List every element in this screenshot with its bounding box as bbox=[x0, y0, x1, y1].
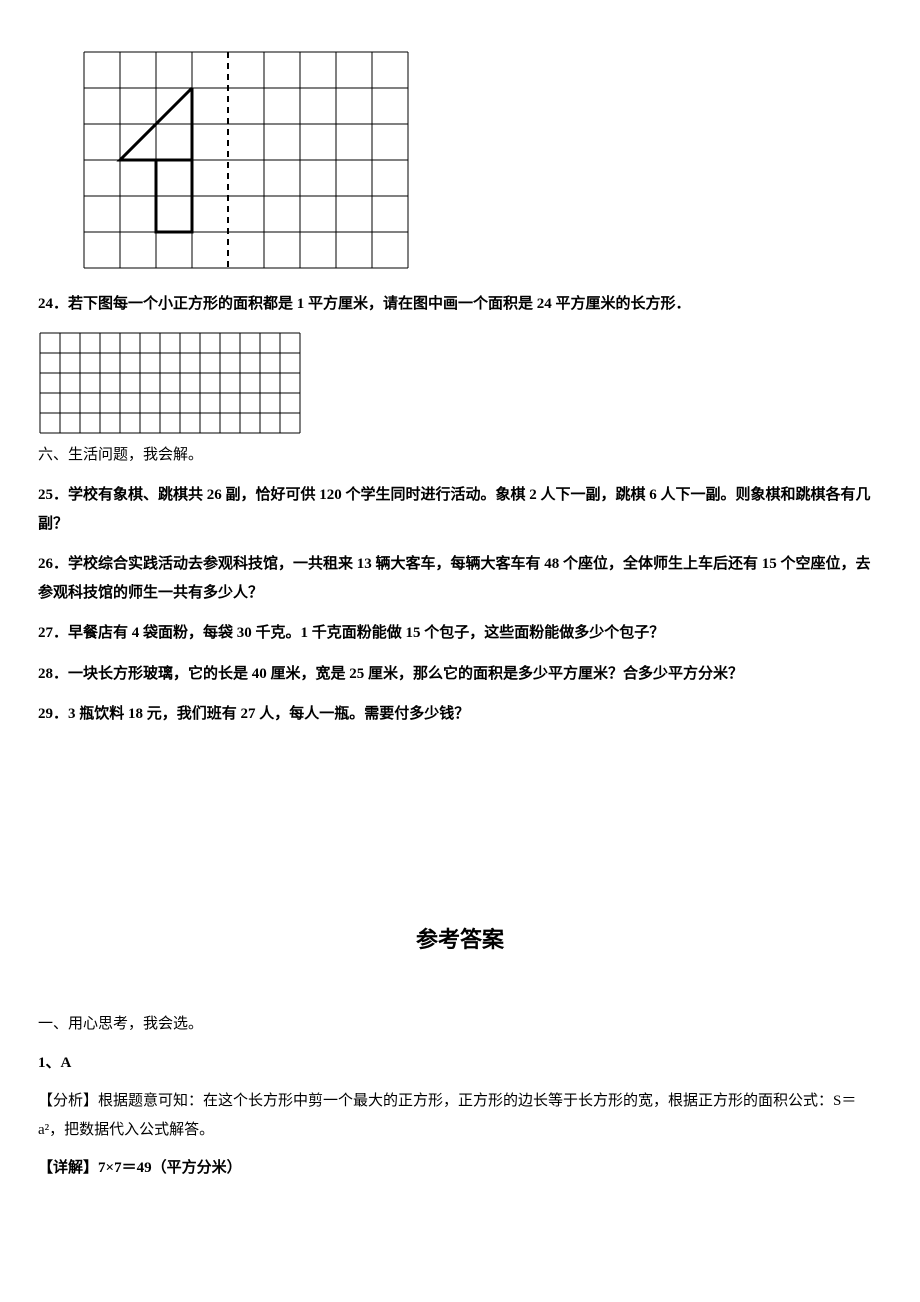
detail-label: 【详解】 bbox=[38, 1160, 98, 1176]
grid-svg-1 bbox=[82, 50, 410, 270]
question-27: 27．早餐店有 4 袋面粉，每袋 30 千克。1 千克面粉能做 15 个包子，这… bbox=[38, 619, 882, 648]
question-29: 29．3 瓶饮料 18 元，我们班有 27 人，每人一瓶。需要付多少钱？ bbox=[38, 700, 882, 729]
answer-section-1-heading: 一、用心思考，我会选。 bbox=[38, 1010, 882, 1039]
question-28: 28．一块长方形玻璃，它的长是 40 厘米，宽是 25 厘米，那么它的面积是多少… bbox=[38, 660, 882, 689]
analysis-text: 根据题意可知：在这个长方形中剪一个最大的正方形，正方形的边长等于长方形的宽，根据… bbox=[38, 1093, 856, 1138]
section-6-heading: 六、生活问题，我会解。 bbox=[38, 441, 882, 470]
grid-figure-1 bbox=[82, 50, 882, 270]
question-25: 25．学校有象棋、跳棋共 26 副，恰好可供 120 个学生同时进行活动。象棋 … bbox=[38, 481, 882, 538]
grid-svg-2 bbox=[38, 331, 302, 435]
question-26: 26．学校综合实践活动去参观科技馆，一共租来 13 辆大客车，每辆大客车有 48… bbox=[38, 550, 882, 607]
analysis-label: 【分析】 bbox=[38, 1093, 98, 1109]
answer-1-analysis: 【分析】根据题意可知：在这个长方形中剪一个最大的正方形，正方形的边长等于长方形的… bbox=[38, 1087, 882, 1144]
answer-1-number: 1、A bbox=[38, 1049, 882, 1078]
answer-1-detail: 【详解】7×7＝49（平方分米） bbox=[38, 1154, 882, 1183]
question-24: 24．若下图每一个小正方形的面积都是 1 平方厘米，请在图中画一个面积是 24 … bbox=[38, 290, 882, 319]
grid-figure-2 bbox=[38, 331, 882, 435]
answer-title: 参考答案 bbox=[38, 919, 882, 961]
detail-text: 7×7＝49（平方分米） bbox=[98, 1160, 242, 1176]
